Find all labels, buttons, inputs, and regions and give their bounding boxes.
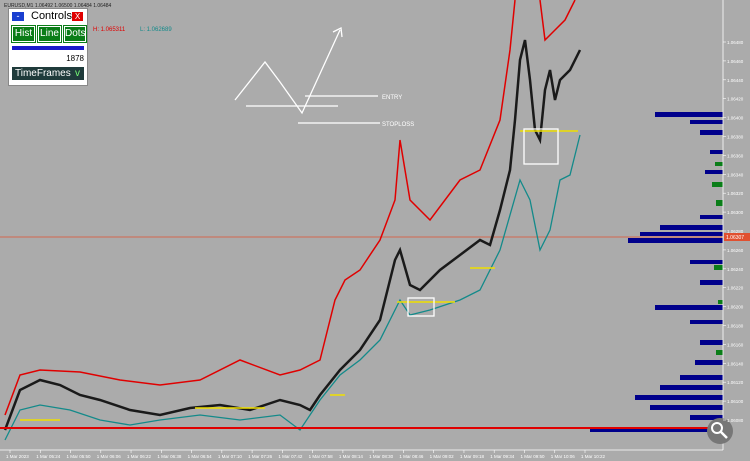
time-label: 1 Mar 09:18 <box>460 454 485 459</box>
time-label: 1 Mar 09:50 <box>520 454 545 459</box>
time-label: 1 Mar 10:06 <box>551 454 576 459</box>
count: 1878 <box>66 54 84 63</box>
time-label: 1 Mar 05:24 <box>36 454 61 459</box>
price-label: 1.06160 <box>727 342 744 347</box>
controls-panel: - Controls X Hist Line Dots 1878 TimeFra… <box>8 8 88 86</box>
time-label: 1 Mar 10:22 <box>581 454 606 459</box>
price-candles <box>3 39 582 431</box>
price-label: 1.06180 <box>727 324 744 329</box>
time-label: 1 Mar 08:46 <box>399 454 424 459</box>
price-label: 1.06460 <box>727 59 744 64</box>
price-label: 1.06380 <box>727 135 744 140</box>
current-price-box <box>724 233 750 241</box>
price-label: 1.06100 <box>727 399 744 404</box>
zone-box <box>523 128 559 165</box>
zone-box <box>407 297 435 317</box>
time-label: 1 Mar 09:02 <box>430 454 455 459</box>
close-button[interactable]: X <box>72 12 83 21</box>
time-label: 1 Mar 06:38 <box>157 454 182 459</box>
panel-title: Controls <box>31 10 72 22</box>
current-price: 1.06307 <box>726 235 744 241</box>
upper-band <box>539 0 576 42</box>
volume-profile <box>590 112 723 432</box>
timeframes-label: TimeFrames <box>15 68 71 79</box>
price-label: 1.06240 <box>727 267 744 272</box>
hist-button[interactable]: Hist <box>11 25 36 43</box>
price-label: 1.06300 <box>727 210 744 215</box>
price-label: 1.06200 <box>727 305 744 310</box>
time-label: 1 Mar 08:30 <box>369 454 394 459</box>
time-label: 1 Mar 08:14 <box>339 454 364 459</box>
minimize-button[interactable]: - <box>12 12 24 21</box>
time-label: 1 Mar 07:10 <box>218 454 243 459</box>
price-label: 1.06140 <box>727 361 744 366</box>
price-label: 1.06120 <box>727 380 744 385</box>
price-label: 1.06400 <box>727 116 744 121</box>
price-label: 1.06220 <box>727 286 744 291</box>
time-label: 1 Mar 05:50 <box>67 454 92 459</box>
signal-lines <box>20 130 578 421</box>
time-label: 1 Mar 09:34 <box>490 454 515 459</box>
time-label: 1 Mar 07:26 <box>248 454 273 459</box>
time-label: 1 Mar 07:42 <box>278 454 303 459</box>
time-label: 1 Mar 06:54 <box>188 454 213 459</box>
time-label: 1 Mar 07:58 <box>309 454 334 459</box>
sketch <box>234 27 380 124</box>
price-label: 1.06320 <box>727 191 744 196</box>
time-label: 1 Mar 2023 <box>6 454 29 459</box>
axes: 1.06480 1.06460 1.06440 1.06420 1.06400 1.063… <box>6 40 744 459</box>
line-button[interactable]: Line <box>37 25 62 43</box>
dropdown-arrow: v <box>75 68 80 79</box>
low-label: L: 1.062689 <box>140 27 172 33</box>
volume-profile-green <box>712 162 723 355</box>
upper-band <box>4 0 516 416</box>
price-label: 1.06440 <box>727 78 744 83</box>
high-label: H: 1.065311 <box>93 27 126 33</box>
price-label: 1.06480 <box>727 40 744 45</box>
price-label: 1.06280 <box>727 229 744 234</box>
stoploss-label: STOPLOSS <box>382 122 414 128</box>
price-label: 1.06360 <box>727 153 744 158</box>
dots-button[interactable]: Dots <box>63 25 87 43</box>
price-label: 1.06260 <box>727 248 744 253</box>
progress-bar <box>12 46 84 50</box>
price-label: 1.06340 <box>727 172 744 177</box>
lower-band <box>4 134 581 441</box>
entry-label: ENTRY <box>382 95 402 101</box>
time-label: 1 Mar 06:22 <box>127 454 152 459</box>
price-label: 1.06420 <box>727 97 744 102</box>
symbol-info: EURUSD,M1 1.06492 1.06500 1.06484 1.0648… <box>4 3 112 9</box>
timeframes-button[interactable]: TimeFrames v <box>12 67 84 80</box>
time-label: 1 Mar 06:06 <box>97 454 122 459</box>
zoom-icon[interactable] <box>707 418 733 444</box>
price-label: 1.06080 <box>727 418 744 423</box>
